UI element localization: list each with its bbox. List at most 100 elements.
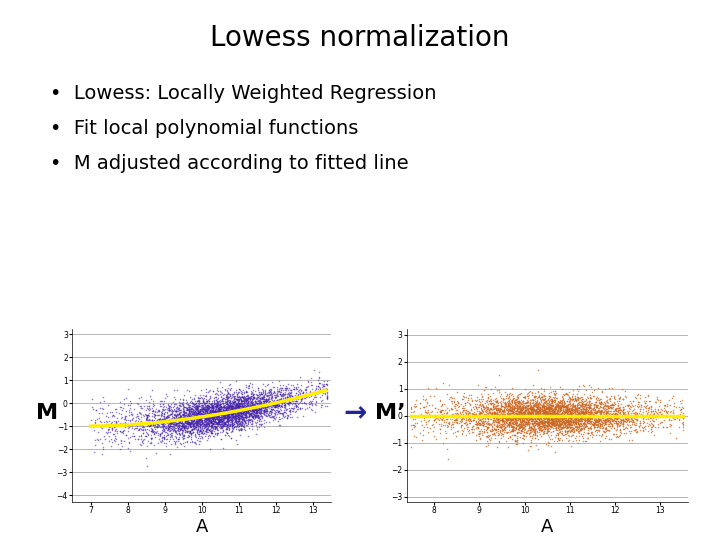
- Point: [549, 403, 561, 411]
- Point: [511, 397, 523, 406]
- Point: [217, 411, 228, 420]
- Point: [300, 392, 312, 401]
- Point: [211, 396, 222, 405]
- Point: [658, 404, 670, 413]
- Point: [476, 429, 487, 438]
- Point: [252, 407, 264, 415]
- Point: [207, 387, 219, 396]
- Point: [613, 431, 625, 440]
- Point: [572, 403, 583, 412]
- Point: [428, 422, 440, 431]
- Point: [240, 402, 251, 410]
- Point: [238, 409, 249, 418]
- Point: [215, 419, 227, 428]
- Point: [502, 411, 513, 420]
- Point: [123, 410, 135, 419]
- Point: [503, 394, 514, 402]
- Point: [258, 410, 270, 418]
- Point: [515, 411, 526, 420]
- Point: [184, 403, 195, 411]
- Point: [589, 407, 600, 416]
- Point: [266, 406, 277, 415]
- Point: [216, 397, 228, 406]
- Point: [561, 423, 572, 431]
- Point: [154, 431, 166, 440]
- Point: [552, 417, 563, 426]
- Point: [212, 415, 223, 423]
- Point: [594, 417, 606, 426]
- Point: [506, 409, 518, 417]
- Point: [189, 421, 201, 430]
- Point: [312, 382, 324, 391]
- Point: [174, 418, 186, 427]
- Point: [230, 399, 242, 407]
- Point: [212, 417, 224, 426]
- Point: [233, 403, 245, 411]
- Point: [520, 411, 531, 420]
- Point: [295, 395, 307, 403]
- Point: [644, 403, 655, 412]
- Point: [234, 399, 246, 408]
- Point: [100, 411, 112, 420]
- Point: [201, 411, 212, 420]
- Point: [226, 423, 238, 431]
- Point: [175, 424, 186, 433]
- Point: [176, 421, 188, 429]
- Point: [618, 417, 630, 426]
- Point: [496, 421, 508, 429]
- Point: [196, 400, 207, 409]
- Point: [525, 404, 536, 413]
- Point: [552, 410, 564, 418]
- Point: [670, 415, 681, 423]
- Point: [96, 424, 108, 433]
- Point: [220, 419, 231, 428]
- Point: [187, 421, 199, 429]
- Point: [459, 399, 470, 407]
- Point: [260, 404, 271, 413]
- Point: [210, 413, 221, 421]
- Point: [174, 439, 186, 448]
- Point: [175, 411, 186, 420]
- Point: [526, 415, 538, 423]
- Point: [444, 419, 455, 428]
- Point: [618, 409, 629, 417]
- Point: [583, 407, 595, 416]
- Point: [262, 409, 274, 418]
- Point: [559, 411, 571, 420]
- Point: [571, 403, 582, 412]
- Point: [526, 418, 538, 427]
- Point: [318, 389, 329, 397]
- Point: [103, 437, 114, 445]
- Point: [551, 420, 562, 428]
- Point: [148, 397, 159, 406]
- Point: [104, 428, 116, 436]
- Point: [601, 401, 613, 409]
- Point: [572, 399, 584, 407]
- Point: [181, 412, 193, 421]
- Point: [562, 414, 574, 422]
- Point: [177, 420, 189, 429]
- Point: [216, 408, 228, 417]
- Point: [222, 410, 234, 419]
- Point: [140, 420, 152, 428]
- Point: [238, 415, 249, 424]
- Point: [434, 406, 446, 415]
- Point: [292, 387, 304, 395]
- Point: [198, 406, 210, 414]
- Point: [264, 410, 276, 419]
- Point: [222, 387, 233, 396]
- Point: [184, 422, 196, 430]
- Point: [242, 408, 253, 417]
- Point: [587, 420, 598, 429]
- Point: [552, 407, 563, 416]
- Point: [578, 423, 590, 432]
- Point: [560, 406, 572, 415]
- Point: [603, 416, 614, 424]
- Point: [507, 409, 518, 417]
- Point: [230, 413, 241, 422]
- Point: [535, 401, 546, 409]
- Point: [554, 411, 565, 420]
- Point: [250, 406, 261, 415]
- Point: [161, 413, 172, 421]
- Point: [135, 419, 146, 428]
